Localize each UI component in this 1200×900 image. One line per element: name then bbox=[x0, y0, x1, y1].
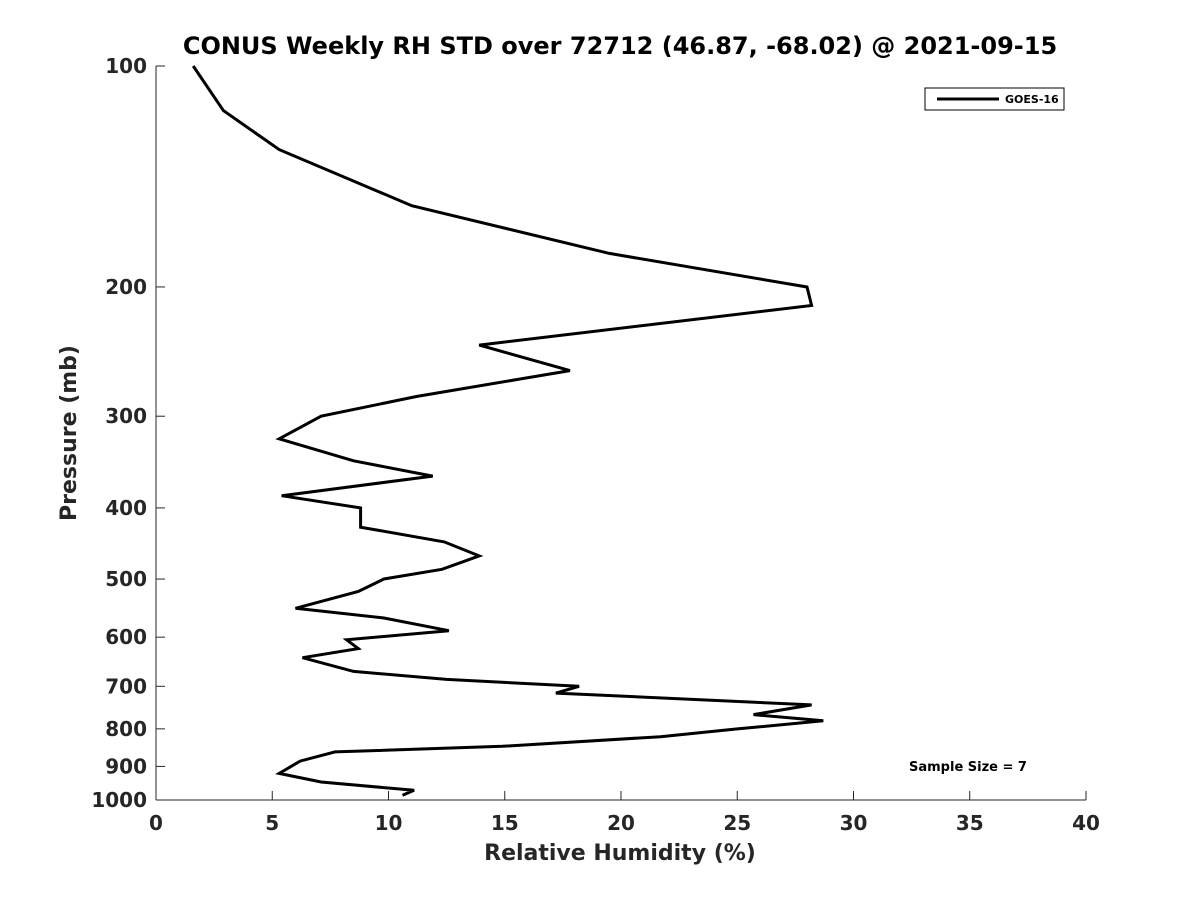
y-tick-label: 600 bbox=[105, 625, 147, 649]
y-tick-label: 300 bbox=[105, 404, 147, 428]
y-tick-label: 900 bbox=[105, 754, 147, 778]
y-tick-label: 700 bbox=[105, 674, 147, 698]
x-tick-label: 5 bbox=[265, 811, 279, 835]
y-tick-label: 500 bbox=[105, 567, 147, 591]
x-tick-label: 15 bbox=[491, 811, 519, 835]
x-axis-ticks: 0 5 10 15 20 25 30 35 40 bbox=[149, 791, 1100, 835]
y-tick-label: 800 bbox=[105, 717, 147, 741]
x-tick-label: 30 bbox=[840, 811, 868, 835]
x-tick-label: 0 bbox=[149, 811, 163, 835]
x-tick-label: 40 bbox=[1072, 811, 1100, 835]
sample-size-annotation: Sample Size = 7 bbox=[909, 760, 1027, 775]
y-axis-ticks: 100 200 300 400 500 600 700 800 900 1000 bbox=[91, 54, 165, 812]
series-layer bbox=[191, 65, 824, 797]
legend: GOES-16 bbox=[924, 87, 1065, 111]
x-tick-label: 20 bbox=[607, 811, 635, 835]
y-tick-label: 100 bbox=[105, 54, 147, 78]
x-axis-label: Relative Humidity (%) bbox=[484, 841, 756, 866]
y-tick-label: 200 bbox=[105, 275, 147, 299]
x-tick-label: 25 bbox=[723, 811, 751, 835]
x-tick-label: 10 bbox=[375, 811, 403, 835]
legend-label-goes-16: GOES-16 bbox=[1005, 93, 1059, 106]
axes bbox=[155, 66, 1086, 801]
y-axis-label: Pressure (mb) bbox=[57, 345, 82, 521]
chart-title: CONUS Weekly RH STD over 72712 (46.87, -… bbox=[183, 32, 1057, 60]
x-tick-label: 35 bbox=[956, 811, 984, 835]
y-tick-label: 400 bbox=[105, 496, 147, 520]
y-tick-label: 1000 bbox=[91, 788, 147, 812]
series-line-goes-16 bbox=[191, 65, 824, 797]
